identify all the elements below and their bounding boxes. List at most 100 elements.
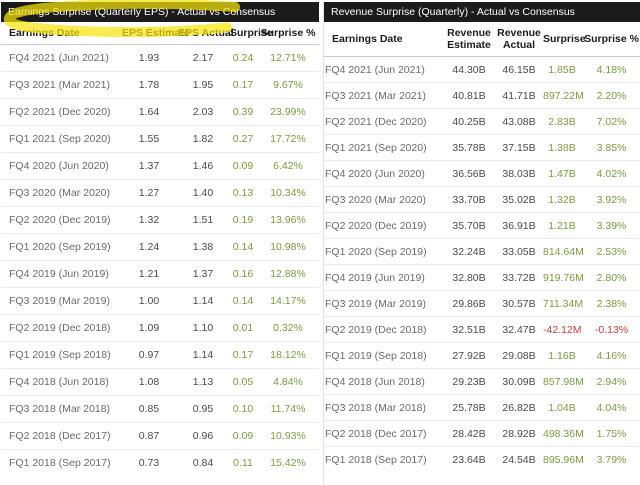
value-cell: 0.01: [229, 314, 257, 342]
value-cell: 857.98M: [542, 368, 584, 395]
value-cell: 3.79%: [582, 446, 640, 473]
value-cell: 11.74%: [257, 395, 319, 423]
value-cell: 0.84: [177, 449, 229, 477]
value-cell: 0.17: [229, 71, 257, 99]
earnings-date-cell: FQ3 2019 (Mar 2019): [1, 287, 121, 315]
value-cell: 29.23B: [442, 368, 496, 395]
value-cell: 10.34%: [257, 179, 319, 207]
col-eps-actual: EPS Actual: [177, 22, 234, 46]
value-cell: 0.16: [229, 260, 257, 288]
value-cell: 9.67%: [257, 71, 319, 99]
table-row: FQ3 2020 (Mar 2020) 1.27 1.40 0.13 10.34%: [1, 179, 319, 207]
value-cell: 1.78: [121, 71, 177, 99]
table-row: FQ4 2019 (Jun 2019) 32.80B 33.72B 919.76M 2.…: [324, 264, 640, 291]
value-cell: 33.70B: [442, 186, 496, 213]
value-cell: 1.55: [121, 125, 177, 153]
value-cell: 0.73: [121, 449, 177, 477]
earnings-date-cell: FQ1 2021 (Sep 2020): [324, 134, 442, 161]
value-cell: 1.75%: [582, 420, 640, 447]
value-cell: 814.64M: [542, 238, 584, 265]
earnings-date-cell: FQ2 2021 (Dec 2020): [1, 98, 121, 126]
table-row: FQ2 2020 (Dec 2019) 1.32 1.51 0.19 13.96%: [1, 206, 319, 234]
value-cell: 25.78B: [442, 394, 496, 421]
value-cell: 41.71B: [496, 82, 542, 109]
table-row: FQ2 2018 (Dec 2017) 28.42B 28.92B 498.36M 1.…: [324, 420, 640, 447]
value-cell: 0.05: [229, 368, 257, 396]
earnings-date-cell: FQ1 2019 (Sep 2018): [1, 341, 121, 369]
value-cell: 35.70B: [442, 212, 496, 239]
earnings-date-cell: FQ2 2019 (Dec 2018): [324, 316, 442, 343]
value-cell: 1.14: [177, 341, 229, 369]
value-cell: 40.25B: [442, 108, 496, 135]
eps-surprise-panel: Earnings Surprise (Quarterly EPS) - Actu…: [1, 0, 319, 485]
value-cell: 29.08B: [496, 342, 542, 369]
earnings-date-cell: FQ2 2021 (Dec 2020): [324, 108, 442, 135]
value-cell: 1.21: [121, 260, 177, 288]
table-row: FQ1 2020 (Sep 2019) 1.24 1.38 0.14 10.98%: [1, 233, 319, 261]
table-row: FQ4 2019 (Jun 2019) 1.21 1.37 0.16 12.88%: [1, 260, 319, 288]
table-row: FQ4 2021 (Jun 2021) 1.93 2.17 0.24 12.71%: [1, 45, 319, 72]
table-row: FQ1 2021 (Sep 2020) 35.78B 37.15B 1.38B 3.85…: [324, 134, 640, 161]
value-cell: 12.88%: [257, 260, 319, 288]
value-cell: 1.16B: [542, 342, 582, 369]
table-row: FQ3 2021 (Mar 2021) 1.78 1.95 0.17 9.67%: [1, 71, 319, 99]
earnings-date-cell: FQ2 2020 (Dec 2019): [1, 206, 121, 234]
value-cell: 14.17%: [257, 287, 319, 315]
value-cell: 0.39: [229, 98, 257, 126]
value-cell: 32.24B: [442, 238, 496, 265]
table-row: FQ2 2019 (Dec 2018) 1.09 1.10 0.01 0.32%: [1, 314, 319, 342]
value-cell: 0.09: [229, 152, 257, 180]
value-cell: 36.56B: [442, 160, 496, 187]
earnings-date-cell: FQ2 2019 (Dec 2018): [1, 314, 121, 342]
value-cell: 6.42%: [257, 152, 319, 180]
value-cell: 2.53%: [582, 238, 640, 265]
value-cell: 1.08: [121, 368, 177, 396]
value-cell: 1.27: [121, 179, 177, 207]
earnings-date-cell: FQ4 2018 (Jun 2018): [1, 368, 121, 396]
value-cell: 4.16%: [582, 342, 640, 369]
col-surprise-pct: Surprise %: [257, 22, 319, 46]
table-row: FQ1 2018 (Sep 2017) 23.64B 24.54B 895.96M 3.…: [324, 446, 640, 473]
value-cell: 0.95: [177, 395, 229, 423]
value-cell: 897.22M: [542, 82, 584, 109]
col-surprise: Surprise: [542, 22, 586, 58]
value-cell: 1.47B: [542, 160, 582, 187]
earnings-date-cell: FQ3 2018 (Mar 2018): [324, 394, 442, 421]
value-cell: 3.39%: [582, 212, 640, 239]
value-cell: 40.81B: [442, 82, 496, 109]
value-cell: 36.91B: [496, 212, 542, 239]
table-row: FQ4 2018 (Jun 2018) 29.23B 30.09B 857.98M 2.…: [324, 368, 640, 395]
earnings-date-cell: FQ4 2021 (Jun 2021): [9, 52, 109, 65]
value-cell: 2.03: [177, 98, 229, 126]
value-cell: 4.02%: [582, 160, 640, 187]
value-cell: 2.20%: [582, 82, 640, 109]
earnings-date-cell: FQ1 2020 (Sep 2019): [324, 238, 442, 265]
col-surprise: Surprise: [229, 22, 273, 46]
value-cell: 33.72B: [496, 264, 542, 291]
earnings-date-cell: FQ4 2020 (Jun 2020): [324, 160, 442, 187]
table-row: FQ2 2019 (Dec 2018) 32.51B 32.47B -42.12M -0…: [324, 316, 640, 343]
value-cell: 32.51B: [442, 316, 496, 343]
col-revenue-actual: Revenue Actual: [496, 22, 542, 58]
value-cell: 30.57B: [496, 290, 542, 317]
value-cell: -42.12M: [542, 316, 582, 343]
value-cell: 1.37: [121, 152, 177, 180]
col-earnings-date: Earnings Date: [1, 22, 121, 46]
value-cell: 2.38%: [582, 290, 640, 317]
value-cell: 43.08B: [496, 108, 542, 135]
eps-table-title: Earnings Surprise (Quarterly EPS) - Actu…: [1, 2, 319, 22]
value-cell: 30.09B: [496, 368, 542, 395]
earnings-date-cell: FQ1 2018 (Sep 2017): [1, 449, 121, 477]
value-cell: 1.64: [121, 98, 177, 126]
col-eps-estimate: EPS Estimate: [121, 22, 190, 46]
revenue-surprise-table: Earnings Date Revenue Estimate Revenue A…: [324, 22, 640, 473]
value-cell: 17.72%: [257, 125, 319, 153]
value-cell: 1.09: [121, 314, 177, 342]
value-cell: 919.76M: [542, 264, 584, 291]
value-cell: 13.96%: [257, 206, 319, 234]
value-cell: 1.00: [121, 287, 177, 315]
value-cell: 4.18%: [596, 63, 627, 76]
eps-header-row: Earnings Date EPS Estimate EPS Actual Su…: [1, 22, 319, 46]
earnings-date-cell: FQ3 2020 (Mar 2020): [1, 179, 121, 207]
